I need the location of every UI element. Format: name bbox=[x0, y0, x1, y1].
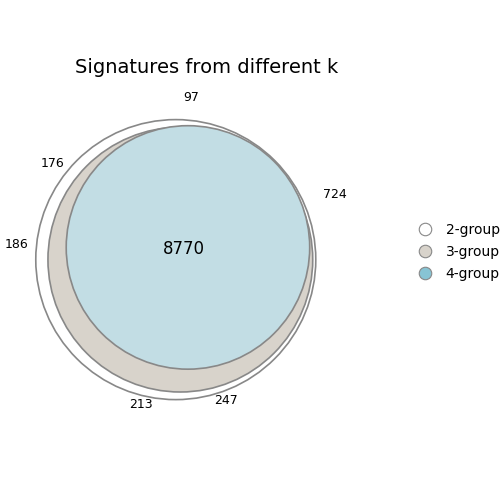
Title: Signatures from different k: Signatures from different k bbox=[75, 58, 338, 78]
Text: 176: 176 bbox=[41, 157, 65, 170]
Text: 186: 186 bbox=[5, 238, 28, 251]
Text: 8770: 8770 bbox=[162, 240, 205, 258]
Legend: 2-group, 3-group, 4-group: 2-group, 3-group, 4-group bbox=[411, 223, 500, 281]
Text: 213: 213 bbox=[129, 398, 153, 411]
Circle shape bbox=[48, 127, 313, 392]
Text: 97: 97 bbox=[183, 91, 199, 104]
Circle shape bbox=[66, 125, 309, 369]
Text: 247: 247 bbox=[214, 394, 238, 407]
Text: 724: 724 bbox=[324, 187, 347, 201]
